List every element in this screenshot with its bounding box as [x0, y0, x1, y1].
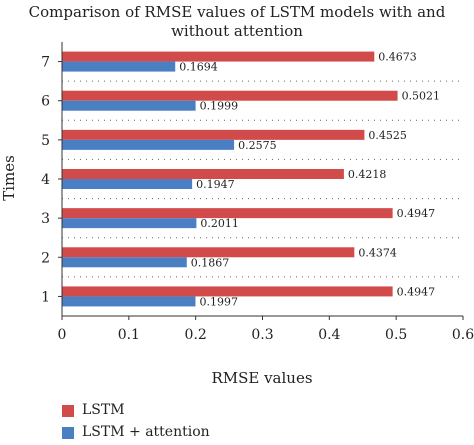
- y-axis-title: Times: [0, 155, 18, 201]
- bar-lstm-2: [62, 247, 355, 258]
- bar-lstm-1: [62, 286, 393, 297]
- x-tick-label-0.3: 0.3: [251, 327, 273, 343]
- y-tick-label-2: 2: [41, 250, 50, 266]
- bar-lstm-attention-7: [62, 61, 176, 72]
- bar-lstm-7: [62, 51, 375, 62]
- data-label-lstm-attention-5: 0.2575: [238, 139, 276, 152]
- chart-title-line-2: without attention: [171, 22, 303, 40]
- bar-lstm-6: [62, 90, 398, 101]
- legend-label-lstm: LSTM: [82, 402, 125, 418]
- x-tick-label-0: 0: [58, 327, 67, 343]
- bar-lstm-4: [62, 169, 344, 179]
- bar-lstm-5: [62, 129, 365, 140]
- y-tick-label-6: 6: [41, 94, 50, 110]
- bar-lstm-attention-2: [62, 257, 187, 268]
- data-labels: 0.4947 0.1997 0.4374 0.1867 0.4947 0.2011 0.42…: [179, 51, 440, 309]
- y-tick-label-1: 1: [41, 289, 50, 305]
- x-tick-label-0.5: 0.5: [385, 327, 407, 343]
- y-tick-label-3: 3: [41, 211, 50, 227]
- data-label-lstm-1: 0.4947: [397, 285, 436, 298]
- bar-lstm-attention-6: [62, 100, 196, 111]
- data-label-lstm-2: 0.4374: [358, 246, 397, 259]
- legend-label-lstm-attention: LSTM + attention: [82, 424, 210, 440]
- chart-title-line-1: Comparison of RMSE values of LSTM models…: [28, 3, 446, 21]
- data-label-lstm-attention-3: 0.2011: [200, 217, 239, 230]
- x-tick-label-0.6: 0.6: [452, 327, 474, 343]
- x-axis-title: RMSE values: [211, 369, 312, 387]
- data-label-lstm-5: 0.4525: [368, 129, 407, 142]
- data-label-lstm-attention-1: 0.1997: [199, 295, 238, 308]
- legend-swatch-lstm-attention: [62, 427, 74, 439]
- bar-lstm-3: [62, 208, 393, 219]
- x-tick-label-0.2: 0.2: [185, 327, 207, 343]
- bar-lstm-attention-1: [62, 296, 196, 307]
- x-tick-label-0.1: 0.1: [118, 327, 140, 343]
- data-label-lstm-attention-7: 0.1694: [179, 61, 218, 74]
- data-label-lstm-attention-6: 0.1999: [200, 100, 239, 113]
- data-label-lstm-6: 0.5021: [402, 90, 441, 103]
- data-label-lstm-attention-2: 0.1867: [191, 256, 230, 269]
- y-tick-label-7: 7: [41, 55, 50, 71]
- bar-lstm-attention-4: [62, 179, 193, 189]
- data-label-lstm-7: 0.4673: [378, 51, 417, 64]
- bars: [62, 51, 398, 307]
- data-label-lstm-3: 0.4947: [397, 207, 436, 220]
- x-tick-label-0.4: 0.4: [318, 327, 340, 343]
- bar-lstm-attention-3: [62, 218, 197, 229]
- axes: 1 2 3 4 5 6 7 0 0.1 0.2 0.3 0.4 0.5 0.6: [41, 42, 474, 343]
- y-tick-label-4: 4: [41, 172, 50, 188]
- data-label-lstm-4: 0.4218: [348, 168, 387, 181]
- legend-swatch-lstm: [62, 405, 74, 417]
- y-tick-label-5: 5: [41, 133, 50, 149]
- data-label-lstm-attention-4: 0.1947: [196, 178, 235, 191]
- grid-lines: [62, 80, 463, 278]
- bar-lstm-attention-5: [62, 139, 235, 150]
